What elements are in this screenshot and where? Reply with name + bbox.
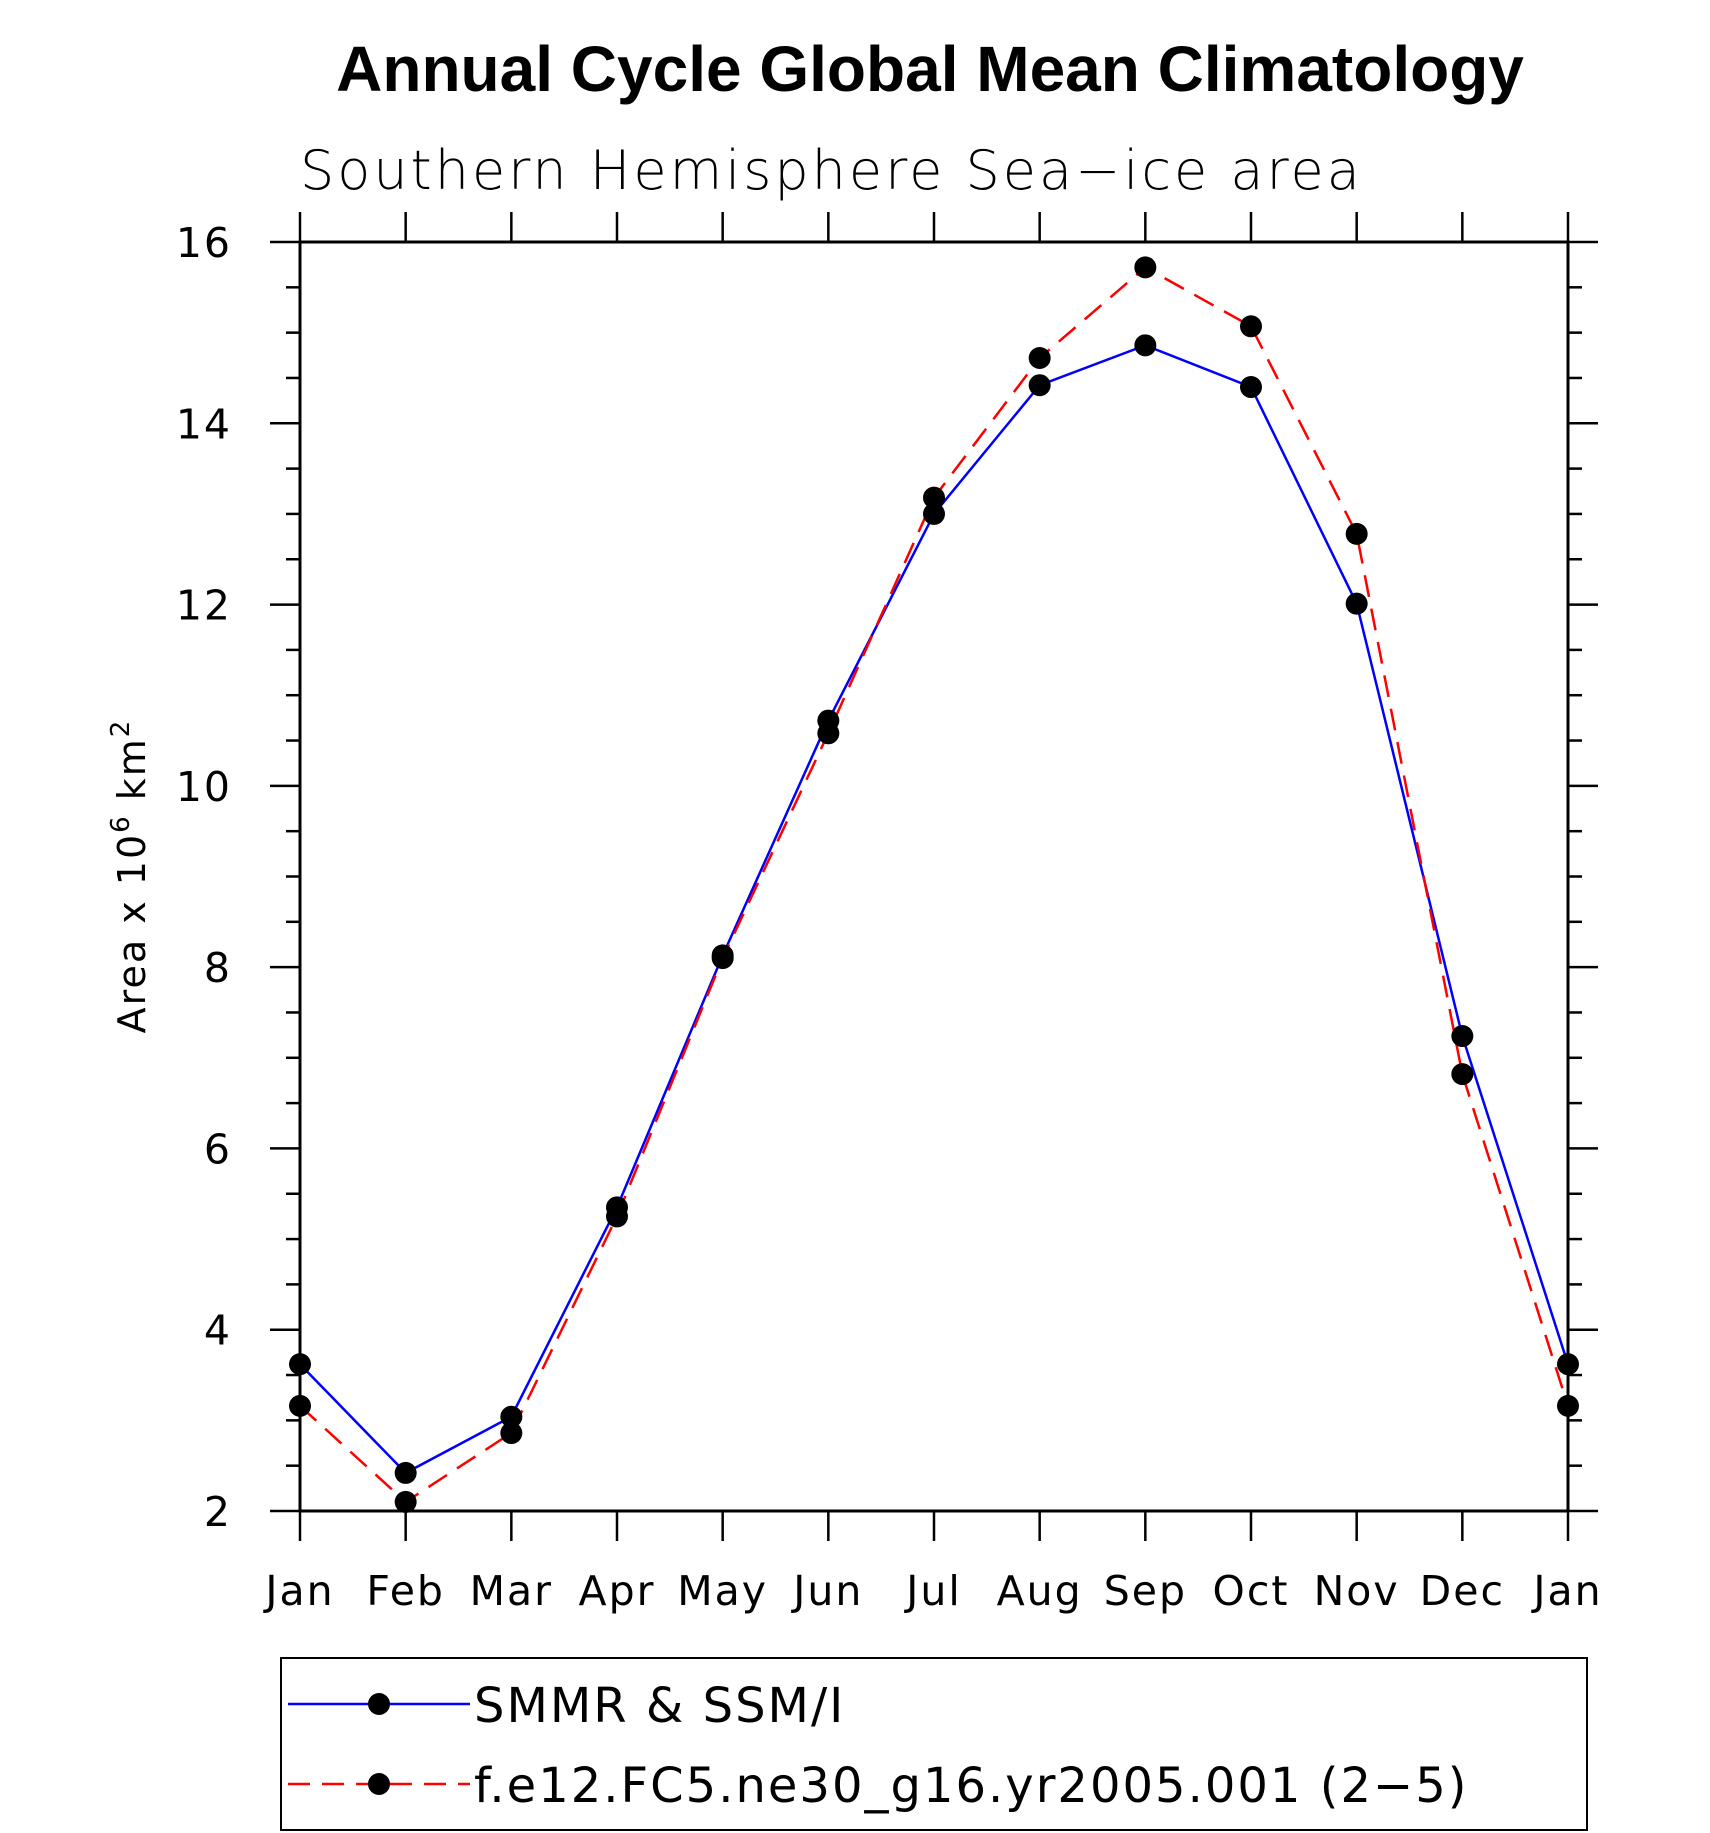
x-tick-label: Jan [262, 1567, 334, 1615]
x-tick-label: Sep [1104, 1567, 1187, 1615]
data-point-1 [711, 947, 734, 970]
data-point-0 [1028, 374, 1051, 397]
y-tick-label: 12 [176, 582, 232, 630]
legend-marker-model [368, 1773, 390, 1795]
x-tick-label: Jan [1530, 1567, 1602, 1615]
y-tick-label: 4 [204, 1307, 232, 1355]
plot-frame [298, 240, 1570, 1513]
x-tick-labels: Jan Feb Mar Apr May Jun Jul Aug Sep Oct Nov Dec Jan [262, 1567, 1602, 1615]
data-point-0 [1345, 592, 1368, 615]
data-point-1 [1134, 256, 1157, 279]
chart-title: Annual Cycle Global Mean Climatology [336, 33, 1524, 105]
y-axis-label-exponent: 6 [106, 814, 136, 833]
y-axis-label: Area x 106 km2 [106, 719, 154, 1034]
data-point-1 [1557, 1394, 1579, 1417]
y-axis-label-unit: km [110, 737, 154, 800]
x-tick-label: Jul [903, 1567, 961, 1615]
y-axis-label-unit-exponent: 2 [106, 719, 136, 738]
x-tick-label: Dec [1420, 1567, 1505, 1615]
legend-box [280, 1657, 1588, 1831]
y-tick-label: 2 [204, 1488, 232, 1536]
data-point-1 [923, 486, 945, 509]
x-tick-label: Nov [1314, 1567, 1400, 1615]
y-tick-label: 6 [204, 1125, 232, 1173]
y-tick-label: 16 [176, 219, 232, 267]
legend-marker-smmr [368, 1693, 390, 1715]
x-tick-label: Apr [579, 1567, 656, 1615]
y-tick-label: 10 [176, 763, 232, 811]
data-point-1 [606, 1205, 628, 1228]
data-point-1 [500, 1422, 523, 1445]
plot-border [298, 240, 1570, 1513]
data-point-0 [1557, 1353, 1579, 1376]
series-layer [289, 256, 1579, 1513]
data-point-1 [1451, 1063, 1474, 1086]
y-tick-label: 8 [204, 944, 232, 992]
chart-subtitle: Southern Hemisphere Sea−ice area [300, 139, 1363, 202]
y-tick-label: 14 [176, 400, 232, 448]
data-point-0 [1134, 334, 1157, 357]
data-point-1 [289, 1394, 311, 1417]
x-tick-label: Aug [997, 1567, 1083, 1615]
axis-ticks [270, 212, 1598, 1541]
data-point-0 [1240, 376, 1262, 399]
y-axis-label-space [110, 800, 154, 814]
data-point-0 [289, 1353, 311, 1376]
data-point-1 [1240, 315, 1262, 338]
data-point-0 [394, 1461, 417, 1484]
x-tick-label: May [677, 1567, 768, 1615]
data-point-0 [1451, 1025, 1474, 1048]
data-point-1 [1345, 522, 1368, 545]
data-point-0 [923, 502, 945, 525]
x-tick-label: Mar [470, 1567, 553, 1615]
data-point-0 [500, 1405, 523, 1428]
x-tick-label: Feb [366, 1567, 445, 1615]
x-tick-label: Jun [790, 1567, 863, 1615]
series-line-1 [299, 265, 1570, 1504]
x-tick-label: Oct [1213, 1567, 1290, 1615]
data-point-1 [394, 1490, 417, 1513]
y-tick-labels: 2 4 6 8 10 12 14 16 [176, 219, 232, 1536]
data-point-1 [817, 722, 840, 745]
data-point-1 [1028, 347, 1051, 370]
legend-label-model: f.e12.FC5.ne30_g16.yr2005.001 (2−5) [474, 1758, 1468, 1814]
y-axis-label-text: Area x 10 [110, 833, 154, 1033]
legend: SMMR & SSM/I f.e12.FC5.ne30_g16.yr2005.0… [280, 1657, 1588, 1831]
legend-label-smmr: SMMR & SSM/I [474, 1678, 845, 1734]
